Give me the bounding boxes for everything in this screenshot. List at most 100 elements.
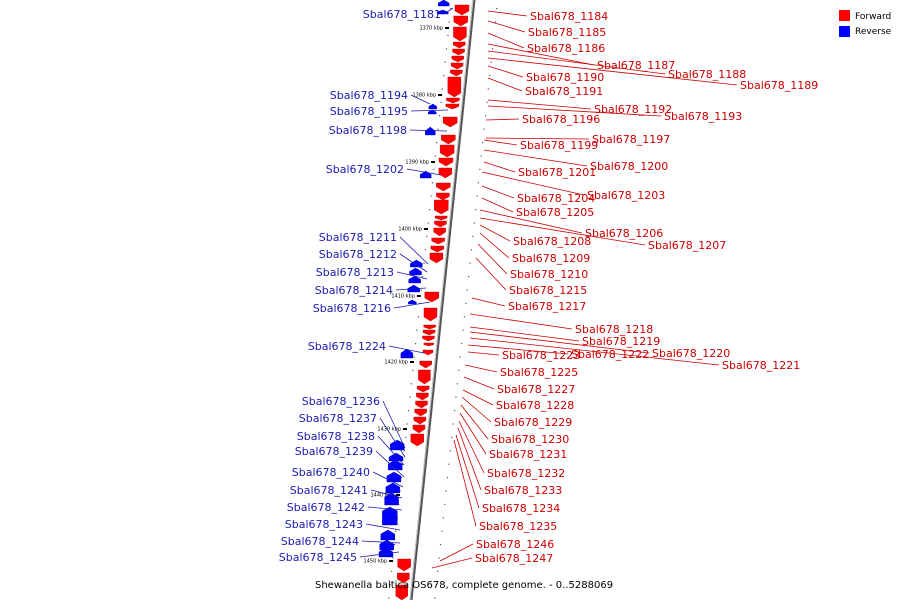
kbp-tick — [402, 428, 407, 430]
leader-line — [487, 105, 662, 117]
minor-tick — [451, 436, 453, 438]
legend-reverse-swatch — [839, 26, 850, 37]
leader-line — [483, 149, 588, 167]
forward-gene-label: Sbal678_1205 — [516, 206, 594, 219]
minor-tick — [427, 222, 429, 224]
minor-tick — [452, 423, 454, 425]
leader-line — [475, 257, 507, 291]
leader-line — [477, 243, 508, 275]
minor-tick — [448, 21, 450, 23]
forward-gene-label: Sbal678_1230 — [491, 433, 569, 446]
forward-gene-label: Sbal678_1203 — [587, 189, 665, 202]
forward-gene-block — [431, 237, 445, 245]
leader-line — [481, 185, 515, 199]
forward-gene-label: Sbal678_1207 — [648, 239, 726, 252]
leader-line — [471, 297, 506, 307]
forward-gene-block — [422, 329, 436, 336]
minor-tick — [393, 544, 396, 546]
reverse-gene-label: Sbal678_1238 — [297, 430, 375, 443]
minor-tick — [465, 302, 467, 304]
forward-gene-block — [450, 62, 464, 70]
kbp-tick — [396, 494, 401, 496]
reverse-gene-label: Sbal678_1195 — [330, 105, 408, 118]
forward-gene-block — [434, 220, 447, 228]
forward-gene-label: Sbal678_1200 — [590, 160, 668, 173]
forward-gene-label: Sbal678_1217 — [508, 300, 586, 313]
legend-forward-swatch — [839, 10, 850, 21]
minor-tick — [444, 61, 446, 63]
genome-axis — [409, 0, 476, 600]
forward-gene-block — [452, 48, 465, 56]
forward-gene-block — [433, 227, 446, 237]
leader-line — [409, 129, 448, 132]
minor-tick — [476, 195, 478, 197]
forward-gene-block — [438, 157, 454, 167]
forward-gene-label: Sbal678_1246 — [476, 538, 554, 551]
minor-tick — [438, 557, 440, 559]
leader-line — [469, 326, 580, 342]
leader-line — [483, 139, 518, 146]
forward-gene-label: Sbal678_1186 — [527, 42, 605, 55]
leader-line — [487, 10, 528, 17]
forward-gene-label: Sbal678_1209 — [512, 252, 590, 265]
label-leader-lines — [359, 7, 738, 569]
legend-forward-label: Forward — [855, 12, 891, 22]
minor-tick — [442, 517, 444, 519]
kbp-tick — [445, 27, 450, 29]
leader-line — [379, 417, 406, 458]
reverse-gene-label: Sbal678_1236 — [302, 395, 380, 408]
reverse-gene-block — [388, 452, 404, 462]
minor-tick — [469, 262, 471, 264]
minor-tick — [420, 289, 422, 291]
minor-tick — [440, 101, 442, 103]
minor-tick — [434, 597, 436, 599]
leader-line — [469, 337, 720, 366]
reverse-gene-block — [409, 267, 422, 276]
minor-tick — [447, 34, 449, 36]
forward-gene-block — [434, 215, 448, 221]
forward-gene-block — [424, 291, 440, 303]
leader-line — [487, 57, 738, 86]
forward-gene-label: Sbal678_1208 — [513, 235, 591, 248]
reverse-gene-block — [408, 275, 421, 284]
reverse-gene-block — [437, 0, 450, 7]
minor-tick — [477, 182, 480, 184]
minor-tick — [489, 75, 491, 77]
legend: Forward Reverse — [839, 10, 892, 37]
forward-gene-block — [453, 15, 468, 27]
minor-tick — [491, 48, 494, 50]
minor-tick — [439, 544, 442, 546]
leader-line — [406, 168, 442, 176]
reverse-gene-block — [380, 529, 396, 541]
genome-axis-line — [409, 0, 476, 600]
minor-tick — [445, 48, 448, 50]
minor-tick — [437, 570, 439, 572]
forward-gene-block — [436, 192, 450, 201]
reverse-gene-label: Sbal678_1237 — [299, 412, 377, 425]
leader-line — [487, 99, 592, 110]
reverse-gene-label: Sbal678_1216 — [313, 302, 391, 315]
reverse-gene-label: Sbal678_1239 — [295, 445, 373, 458]
minor-tick — [472, 235, 474, 237]
leader-line — [479, 209, 583, 234]
forward-gene-block — [436, 182, 451, 192]
minor-tick — [400, 477, 403, 479]
gene-blocks — [378, 0, 470, 600]
leader-line — [487, 65, 524, 78]
forward-gene-label: Sbal678_1229 — [494, 416, 572, 429]
leader-line — [463, 376, 495, 390]
forward-gene-block — [453, 26, 467, 42]
kbp-tick — [416, 295, 421, 297]
leader-line — [443, 7, 454, 15]
reverse-gene-label: Sbal678_1244 — [281, 535, 359, 548]
minor-tick — [391, 570, 393, 572]
leader-line — [462, 389, 494, 406]
kbp-tick-label: 1370 kbp — [419, 26, 443, 32]
leader-line — [483, 161, 516, 173]
kbp-tick-label: 1430 kbp — [377, 427, 401, 433]
minor-tick — [459, 356, 461, 358]
forward-gene-block — [453, 41, 466, 49]
leader-line — [370, 489, 403, 499]
forward-gene-block — [414, 408, 427, 417]
minor-tick — [484, 115, 487, 117]
